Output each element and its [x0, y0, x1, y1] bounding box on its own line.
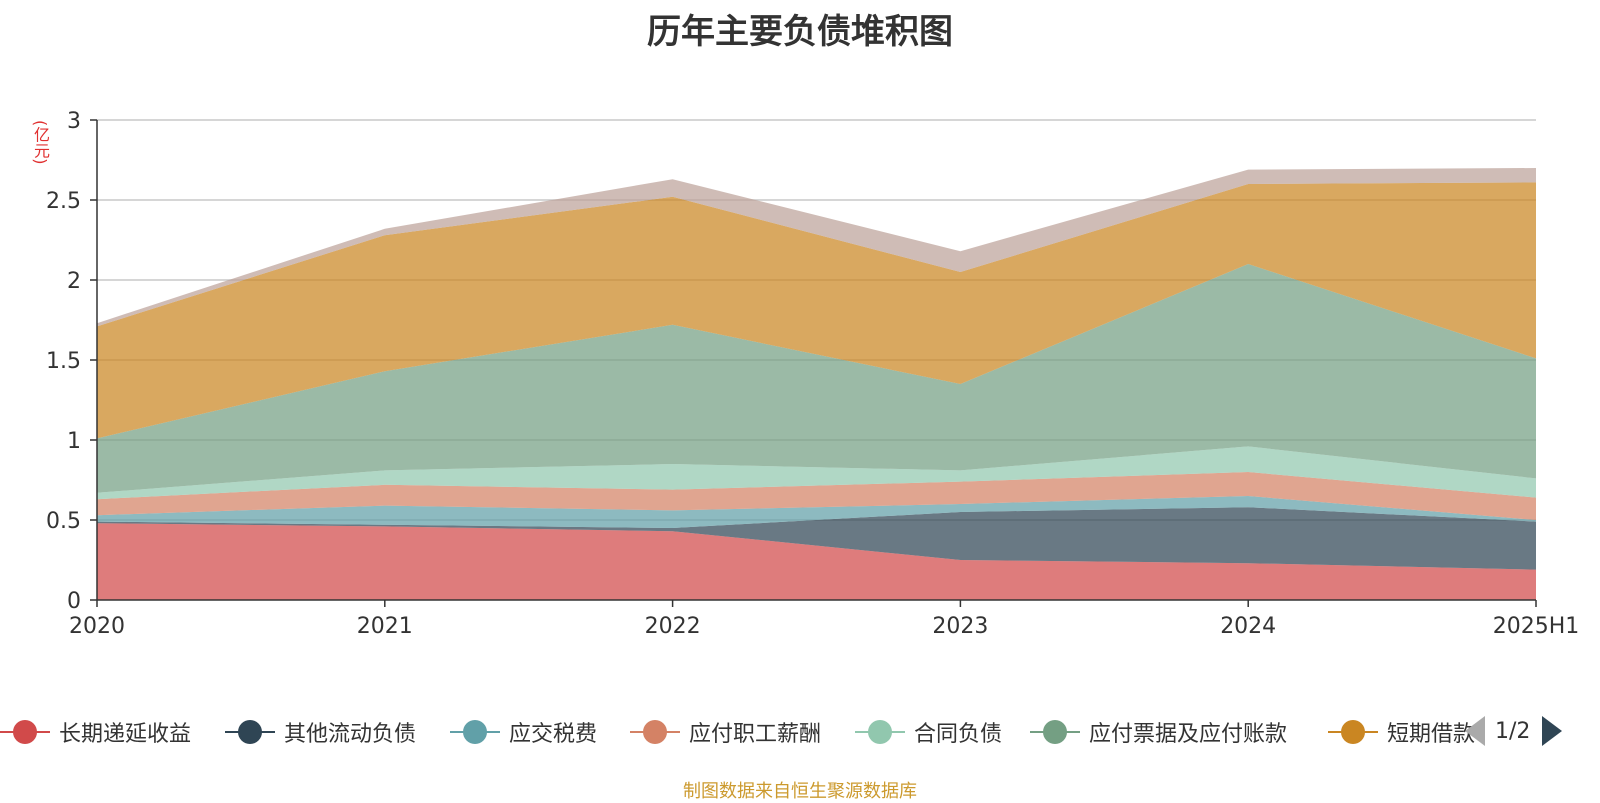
area-series-5 [97, 264, 1536, 493]
legend-item[interactable]: 应付职工薪酬 [630, 712, 821, 752]
y-tick-label: 2.5 [46, 189, 81, 214]
legend-label: 长期递延收益 [59, 722, 192, 747]
legend-label: 合同负债 [914, 722, 1003, 747]
x-tick-label: 2022 [645, 614, 701, 639]
axes: 0 0.5 1 1.5 2 2.5 3 2020 2021 2022 2023 2024 2025H1 [46, 109, 1579, 639]
legend-marker-icon [630, 720, 680, 744]
legend-item[interactable]: 短期借款 [1328, 712, 1475, 752]
area-series-1 [97, 507, 1536, 570]
x-tick-label: 2020 [69, 614, 125, 639]
area-series-3 [97, 472, 1536, 520]
legend-marker-icon [450, 720, 500, 744]
stacked-area-chart: 0 0.5 1 1.5 2 2.5 3 2020 2021 2022 2023 2024 2025H1 [46, 109, 1579, 639]
y-tick-label: 1 [67, 429, 81, 454]
legend-label: 应付票据及应付账款 [1089, 722, 1288, 747]
legend-label: 其他流动负债 [284, 722, 417, 747]
y-tick-label: 3 [67, 109, 81, 134]
x-tick-label: 2023 [932, 614, 988, 639]
area-series-6 [97, 182, 1536, 439]
y-tick-label: 1.5 [46, 349, 81, 374]
area-series-2 [97, 496, 1536, 528]
legend-prev-page-icon[interactable] [1465, 716, 1485, 746]
area-series-0 [97, 523, 1536, 600]
x-tick-label: 2021 [357, 614, 413, 639]
chart-title: 历年主要负债堆积图 [647, 12, 953, 52]
legend-item[interactable]: 其他流动负债 [225, 712, 416, 752]
legend-next-page-icon[interactable] [1542, 716, 1563, 746]
legend-item[interactable]: 合同负债 [855, 712, 1002, 752]
legend-marker-icon [1328, 720, 1378, 744]
legend-marker-icon [1030, 720, 1080, 744]
x-tick-label: 2025H1 [1493, 614, 1580, 639]
legend: 长期递延收益 其他流动负债 应交税费 应付职工薪酬 合同负债 应付票据及应付账款 短期借款 [0, 712, 1600, 752]
legend-pager: 1/2 [1465, 716, 1563, 746]
legend-item[interactable]: 应付票据及应付账款 [1030, 712, 1287, 752]
legend-item[interactable]: 应交税费 [450, 712, 597, 752]
area-series [97, 168, 1536, 600]
legend-label: 短期借款 [1387, 722, 1476, 747]
y-tick-label: 0 [67, 589, 81, 614]
legend-marker-icon [225, 720, 275, 744]
x-tick-label: 2024 [1220, 614, 1276, 639]
y-tick-label: 0.5 [46, 509, 81, 534]
legend-page-indicator: 1/2 [1495, 718, 1531, 744]
legend-marker-icon [855, 720, 905, 744]
area-series-4 [97, 446, 1536, 500]
y-tick-label: 2 [67, 269, 81, 294]
data-source-note: 制图数据来自恒生聚源数据库 [683, 781, 917, 802]
legend-marker-icon [0, 720, 50, 744]
y-axis-unit-label: (亿元) [31, 120, 50, 165]
legend-item[interactable]: 长期递延收益 [0, 712, 191, 752]
legend-label: 应交税费 [509, 722, 598, 747]
legend-label: 应付职工薪酬 [689, 722, 822, 747]
